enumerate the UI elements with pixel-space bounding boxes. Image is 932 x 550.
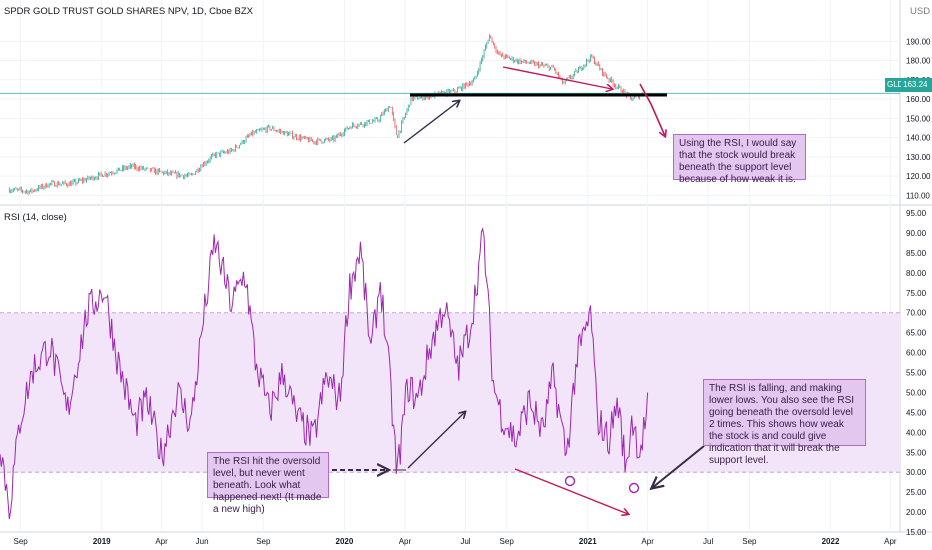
falling-pointer-arrow[interactable]	[652, 445, 705, 488]
price-tick-label: 180.00	[906, 57, 931, 66]
rsi-tick-label: 65.00	[906, 329, 927, 338]
time-tick-label: Sep	[256, 537, 271, 546]
time-tick-label: 2021	[579, 537, 597, 546]
time-tick-label: Apr	[884, 537, 897, 546]
time-tick-label: Jun	[196, 537, 209, 546]
price-tick-label: 120.00	[906, 172, 931, 181]
price-tick-label: 160.00	[906, 95, 931, 104]
rsi-tick-label: 30.00	[906, 468, 927, 477]
rsi-tick-label: 60.00	[906, 349, 927, 358]
price-lower-high-arrow[interactable]	[502, 66, 612, 89]
time-tick-label: Apr	[641, 537, 654, 546]
price-tag-value: 163.24	[901, 78, 932, 92]
rsi-tick-label: 90.00	[906, 229, 927, 238]
uptrend-arrow[interactable]	[403, 101, 459, 144]
rsi-axis: 15.00 20.00 25.00 30.00 35.00 40.00 45.00 50.00…	[906, 209, 927, 537]
breakdown-arrow[interactable]	[639, 83, 665, 136]
rsi-tick-label: 25.00	[906, 488, 927, 497]
oversold-break-circle-1[interactable]	[564, 475, 576, 487]
time-tick-label: Sep	[13, 537, 28, 546]
oversold-note[interactable]: The RSI hit the oversold level, but neve…	[207, 452, 329, 515]
price-axis: 110.00120.00130.00140.00150.00160.00170.…	[906, 37, 931, 200]
support-note[interactable]: Using the RSI, I would say that the stoc…	[673, 134, 806, 185]
price-tick-label: 140.00	[906, 134, 931, 143]
price-tick-label: 190.00	[906, 37, 931, 46]
currency-label: USD	[910, 6, 931, 17]
rsi-tick-label: 35.00	[906, 448, 927, 457]
rsi-tick-label: 40.00	[906, 428, 927, 437]
drawings	[332, 66, 705, 514]
time-tick-label: Jul	[460, 537, 470, 546]
price-tag-symbol: GLD	[885, 78, 903, 92]
rsi-tick-label: 85.00	[906, 249, 927, 258]
rsi-tick-label: 70.00	[906, 309, 927, 318]
falling-rsi-note[interactable]: The RSI is falling, and making lower low…	[703, 379, 866, 466]
time-tick-label: Apr	[399, 537, 412, 546]
rsi-lower-lows-arrow[interactable]	[514, 468, 628, 514]
rsi-tick-label: 15.00	[906, 528, 927, 537]
rsi-tick-label: 45.00	[906, 408, 927, 417]
time-tick-label: 2019	[93, 537, 111, 546]
rsi-title: RSI (14, close)	[4, 212, 67, 223]
time-tick-label: 2022	[822, 537, 840, 546]
rsi-tick-label: 75.00	[906, 289, 927, 298]
rsi-tick-label: 20.00	[906, 508, 927, 517]
time-tick-label: Apr	[155, 537, 168, 546]
rsi-series	[0, 227, 649, 520]
chart-title: SPDR GOLD TRUST GOLD SHARES NPV, 1D, Cbo…	[4, 6, 254, 17]
price-tick-label: 110.00	[906, 191, 930, 200]
time-axis: Sep 2019 Apr Jun Sep 2020 Apr Jul Sep 2021 Apr Jul S…	[13, 537, 896, 546]
price-tick-label: 150.00	[906, 114, 931, 123]
time-tick-label: 2020	[336, 537, 354, 546]
rsi-tick-label: 55.00	[906, 369, 927, 378]
time-tick-label: Sep	[500, 537, 515, 546]
time-tick-label: Sep	[742, 537, 757, 546]
rsi-bounce-arrow[interactable]	[407, 412, 465, 469]
oversold-break-circle-2[interactable]	[628, 482, 640, 494]
rsi-tick-label: 80.00	[906, 269, 927, 278]
price-tick-label: 130.00	[906, 153, 931, 162]
rsi-tick-label: 95.00	[906, 209, 927, 218]
time-tick-label: Jul	[703, 537, 713, 546]
rsi-tick-label: 50.00	[906, 388, 927, 397]
rsi-line	[0, 227, 649, 520]
